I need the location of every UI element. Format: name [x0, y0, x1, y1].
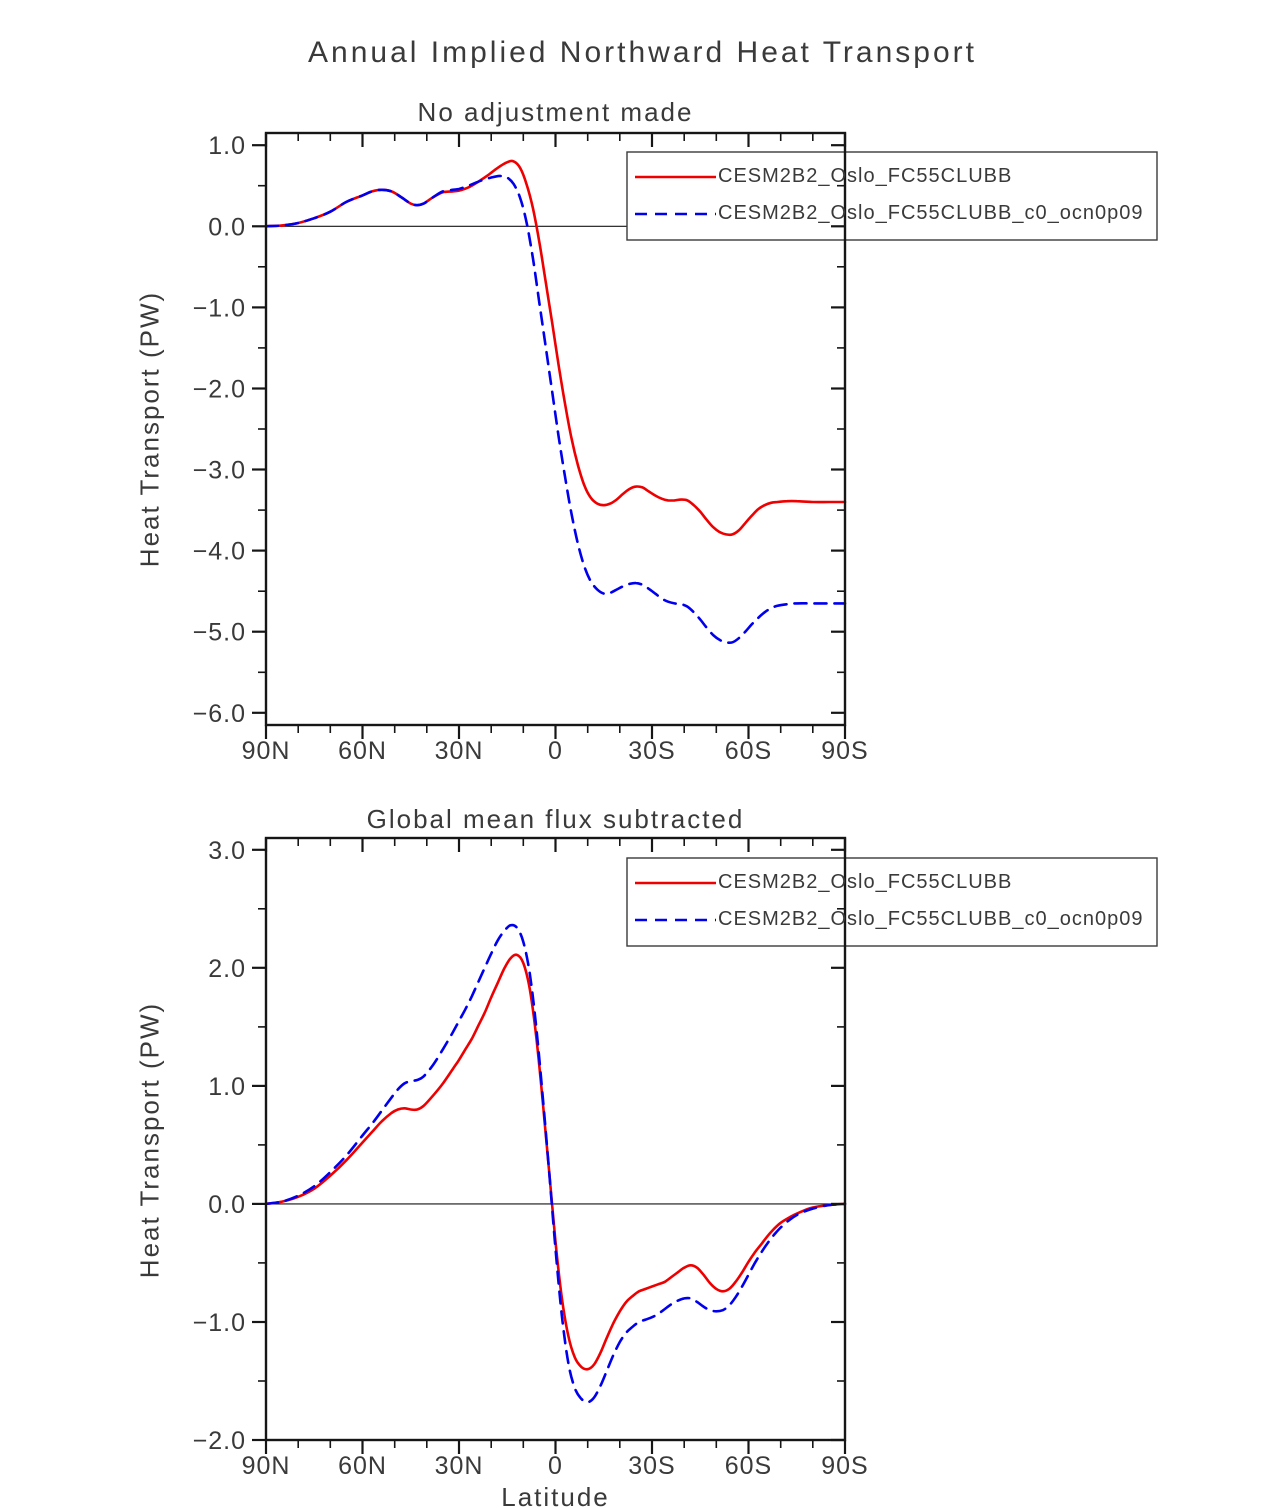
y-tick-label: −6.0 [193, 700, 246, 728]
series-line-solid-red [264, 953, 847, 1371]
x-tick-label: 30S [628, 737, 675, 765]
y-tick-label: −1.0 [193, 294, 246, 322]
x-tick-label: 90N [242, 737, 291, 765]
y-tick-label: −3.0 [193, 457, 246, 485]
x-tick-label: 60N [338, 737, 387, 765]
x-tick-label: 60N [338, 1452, 387, 1480]
panel-0: 90N 60N 30N 0 30S 60S 90S 1.0 0.0 −1.0 −2.0 −3.0 −4.… [193, 131, 1158, 765]
legend-box [626, 151, 1158, 241]
y-tick-label: −2.0 [193, 1427, 246, 1455]
y-tick-label: 1.0 [208, 1073, 246, 1101]
x-tick-label: 60S [725, 1452, 772, 1480]
y-tick-label: −5.0 [193, 619, 246, 647]
legend-box [626, 857, 1158, 947]
legend-entry-label: CESM2B2_Oslo_FC55CLUBB [718, 871, 1013, 893]
y-tick-label: 0.0 [208, 213, 246, 241]
y-tick-label: 3.0 [208, 837, 246, 865]
x-tick-label: 0 [548, 1452, 563, 1480]
x-tick-label: 30N [435, 1452, 484, 1480]
y-tick-label: −2.0 [193, 376, 246, 404]
legend-entry-label: CESM2B2_Oslo_FC55CLUBB_c0_ocn0p09 [718, 908, 1144, 930]
y-tick-label: 2.0 [208, 955, 246, 983]
x-tick-label: 90S [821, 737, 868, 765]
y-tick-label: −4.0 [193, 538, 246, 566]
bottom-y-axis-label: Heat Transport (PW) [134, 1001, 165, 1279]
figure-title: Annual Implied Northward Heat Transport [308, 36, 977, 69]
x-tick-label: 30N [435, 737, 484, 765]
y-tick-label: 1.0 [208, 132, 246, 160]
series-line-dashed-blue [264, 174, 847, 645]
legend-entry-label: CESM2B2_Oslo_FC55CLUBB [718, 165, 1013, 187]
x-tick-label: 90N [242, 1452, 291, 1480]
y-tick-label: −1.0 [193, 1309, 246, 1337]
top-panel-title: No adjustment made [417, 97, 694, 127]
top-y-axis-label: Heat Transport (PW) [134, 290, 165, 568]
legend-entry-label: CESM2B2_Oslo_FC55CLUBB_c0_ocn0p09 [718, 202, 1144, 224]
x-tick-label: 30S [628, 1452, 675, 1480]
x-axis-label: Latitude [501, 1482, 610, 1508]
bottom-panel-title: Global mean flux subtracted [366, 804, 745, 834]
panel-1: 90N 60N 30N 0 30S 60S 90S 3.0 2.0 1.0 0.0 −1.0 −2.0 [193, 837, 1158, 1480]
x-tick-label: 0 [548, 737, 563, 765]
x-tick-label: 60S [725, 737, 772, 765]
series-line-dashed-blue [264, 923, 847, 1404]
x-tick-label: 90S [821, 1452, 868, 1480]
y-tick-label: 0.0 [208, 1191, 246, 1219]
